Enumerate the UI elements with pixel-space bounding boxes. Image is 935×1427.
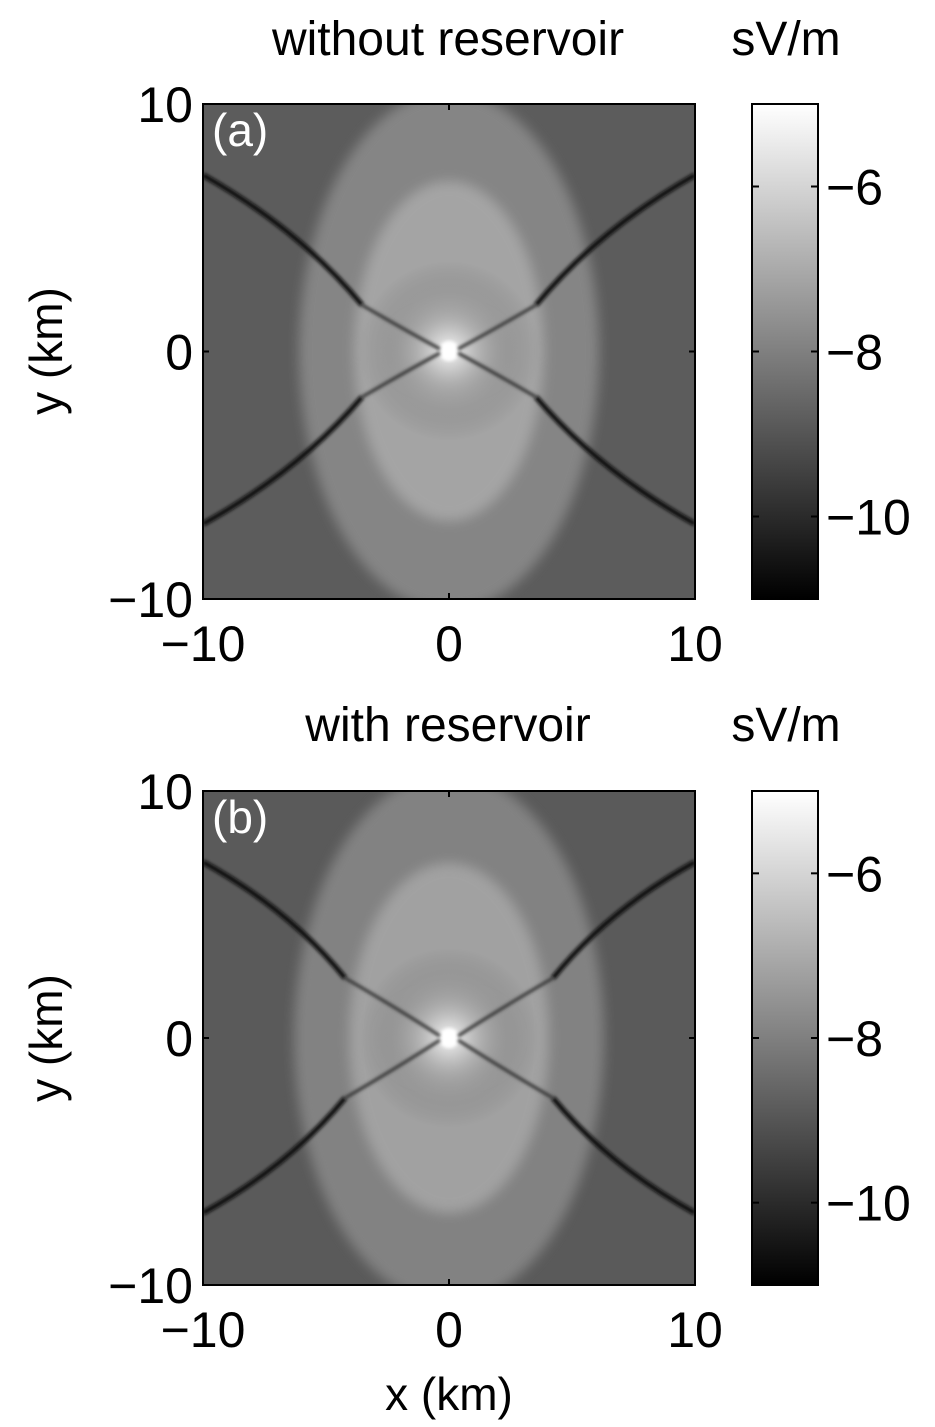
panel-b-colorbar-label: sV/m — [731, 699, 840, 752]
panel-a-ytick-label: −10 — [108, 572, 193, 628]
panel-b-xtick-label: 10 — [667, 1302, 723, 1358]
panel-b-colorbar-ticks: −6 −8 −10 — [752, 846, 911, 1232]
panel-b-colorbar-tick-label: −6 — [826, 846, 883, 902]
panel-b-heatmap — [203, 791, 695, 1285]
panel-a-colorbar-label: sV/m — [731, 13, 840, 66]
panel-b-tick-labels: −10 0 10 −10 0 10 — [108, 764, 723, 1358]
panel-b-ytick-label: 10 — [137, 764, 193, 820]
panel-a: without reservoir sV/m — [20, 13, 911, 672]
panel-a-xtick-label: 10 — [667, 616, 723, 672]
panel-b-ytick-label: 0 — [165, 1011, 193, 1067]
panel-b-ytick-label: −10 — [108, 1258, 193, 1314]
panel-b: with reservoir sV/m (b) — [20, 699, 911, 1420]
panel-a-ylabel: y (km) — [20, 287, 72, 415]
panel-b-xtick-label: −10 — [161, 1302, 246, 1358]
panel-a-ytick-label: 10 — [137, 77, 193, 133]
panel-b-axis-ticks — [202, 790, 696, 1286]
panel-a-tick-labels: −10 0 10 −10 0 10 — [108, 77, 723, 672]
panel-a-colorbar — [752, 104, 818, 599]
panel-a-colorbar-tick-label: −6 — [826, 160, 883, 216]
panel-b-title: with reservoir — [304, 699, 590, 752]
panel-a-axis-ticks — [202, 103, 696, 600]
panel-a-ytick-label: 0 — [165, 325, 193, 381]
panel-a-xtick-label: 0 — [435, 616, 463, 672]
panel-b-colorbar-tick-label: −10 — [826, 1176, 911, 1232]
panel-b-ylabel: y (km) — [20, 974, 72, 1102]
panel-b-colorbar-tick-label: −8 — [826, 1011, 883, 1067]
panel-b-tag: (b) — [212, 791, 268, 843]
panel-a-tag: (a) — [212, 104, 268, 156]
panel-b-colorbar — [752, 791, 818, 1285]
panel-a-colorbar-tick-label: −10 — [826, 490, 911, 546]
panel-a-xtick-label: −10 — [161, 616, 246, 672]
panel-a-colorbar-tick-label: −8 — [826, 325, 883, 381]
panel-a-colorbar-ticks: −6 −8 −10 — [752, 160, 911, 546]
panel-a-heatmap — [203, 104, 695, 599]
panel-b-xtick-label: 0 — [435, 1302, 463, 1358]
panel-a-title: without reservoir — [271, 13, 624, 66]
panel-b-xlabel: x (km) — [385, 1368, 513, 1420]
